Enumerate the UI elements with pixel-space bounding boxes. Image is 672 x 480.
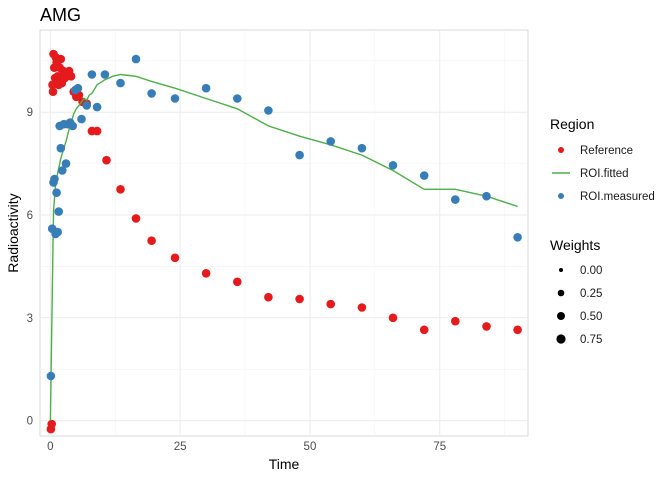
data-point-roi-measured xyxy=(50,174,59,184)
legend-weight-label-3: 0.75 xyxy=(580,334,602,346)
y-tick-label: 9 xyxy=(27,107,33,119)
data-point-roi-measured xyxy=(264,106,273,115)
data-point-roi-measured xyxy=(54,207,63,216)
data-point-roi-measured xyxy=(388,161,398,170)
data-point-roi-measured xyxy=(46,371,56,381)
y-tick-label: 0 xyxy=(27,416,33,428)
legend-weight-key-2 xyxy=(557,312,565,320)
data-point-roi-measured xyxy=(77,114,86,124)
data-point-roi-measured xyxy=(52,188,61,197)
chart-title: AMG xyxy=(40,5,81,25)
data-point-reference xyxy=(170,253,180,263)
data-point-roi-measured xyxy=(147,89,156,98)
y-tick-label: 6 xyxy=(27,210,33,222)
data-point-reference xyxy=(388,313,398,323)
data-point-reference xyxy=(357,303,367,312)
legend-weight-key-0 xyxy=(559,268,563,272)
data-point-roi-measured xyxy=(53,227,62,237)
data-point-roi-measured xyxy=(61,159,71,168)
data-point-reference xyxy=(92,126,102,136)
x-tick-label: 0 xyxy=(47,441,53,453)
tick-labels: 0 25 50 75 0 3 6 9 xyxy=(27,107,447,453)
legend-weight-label-0: 0.00 xyxy=(580,265,602,277)
data-point-reference xyxy=(295,294,304,304)
legend-weight-key-3 xyxy=(556,334,566,344)
data-point-reference xyxy=(116,185,125,194)
y-axis-title: Radioactivity xyxy=(5,193,21,272)
legend-weight-label-1: 0.25 xyxy=(580,288,602,300)
data-point-roi-measured xyxy=(58,166,67,175)
data-point-roi-measured xyxy=(357,143,367,153)
x-axis-title: Time xyxy=(269,456,300,472)
data-point-roi-measured xyxy=(87,70,97,79)
gridlines xyxy=(40,30,528,436)
data-point-reference xyxy=(102,155,111,165)
data-point-reference xyxy=(201,269,211,278)
data-point-roi-measured xyxy=(170,94,180,103)
data-point-roi-measured xyxy=(295,150,304,160)
data-point-reference xyxy=(482,322,491,331)
data-point-reference xyxy=(326,299,336,309)
legend-weight-label-2: 0.50 xyxy=(580,311,602,323)
legend-title-weights: Weights xyxy=(550,237,600,253)
data-point-roi-measured xyxy=(116,78,125,88)
x-tick-label: 50 xyxy=(304,441,317,453)
data-point-roi-measured xyxy=(451,195,460,204)
data-point-reference xyxy=(451,316,460,326)
data-point-roi-measured xyxy=(92,102,102,112)
data-point-roi-measured xyxy=(482,191,491,201)
data-point-reference xyxy=(56,54,66,64)
x-tick-label: 75 xyxy=(433,441,446,453)
data-point-reference xyxy=(48,87,58,96)
data-point-roi-measured xyxy=(100,70,110,79)
data-point-roi-measured xyxy=(326,137,336,146)
data-point-reference xyxy=(233,277,242,287)
data-point-reference xyxy=(419,325,429,335)
legend-label-roi-fitted: ROI.fitted xyxy=(580,168,629,180)
data-point-roi-measured xyxy=(131,54,141,64)
legend-key-reference xyxy=(558,147,564,153)
data-point-roi-measured xyxy=(513,233,522,242)
data-point-roi-measured xyxy=(419,171,429,180)
data-point-roi-measured xyxy=(73,83,83,93)
plot-panel xyxy=(39,29,529,437)
y-tick-label: 3 xyxy=(27,313,33,325)
data-point-reference xyxy=(48,80,57,90)
data-point-reference xyxy=(66,72,76,81)
data-point-roi-measured xyxy=(68,121,77,131)
data-point-roi-measured xyxy=(56,143,66,153)
data-point-roi-measured xyxy=(201,83,211,93)
legend-label-roi-measured: ROI.measured xyxy=(580,191,655,203)
data-point-reference xyxy=(47,419,56,429)
legend-weight-key-1 xyxy=(557,289,565,297)
data-point-reference xyxy=(147,236,156,245)
x-tick-label: 25 xyxy=(174,441,187,453)
data-point-reference xyxy=(131,214,141,223)
legend-title-region: Region xyxy=(550,116,594,132)
data-layer xyxy=(46,49,522,434)
data-point-roi-measured xyxy=(233,94,242,103)
data-point-reference xyxy=(264,292,273,302)
legend-key-roi-measured xyxy=(558,193,564,199)
legend: Region Reference ROI.fitted ROI.measured… xyxy=(550,116,655,346)
data-point-reference xyxy=(513,325,522,335)
legend-label-reference: Reference xyxy=(580,145,633,157)
data-point-roi-measured xyxy=(82,101,91,110)
data-point-reference xyxy=(53,72,62,81)
